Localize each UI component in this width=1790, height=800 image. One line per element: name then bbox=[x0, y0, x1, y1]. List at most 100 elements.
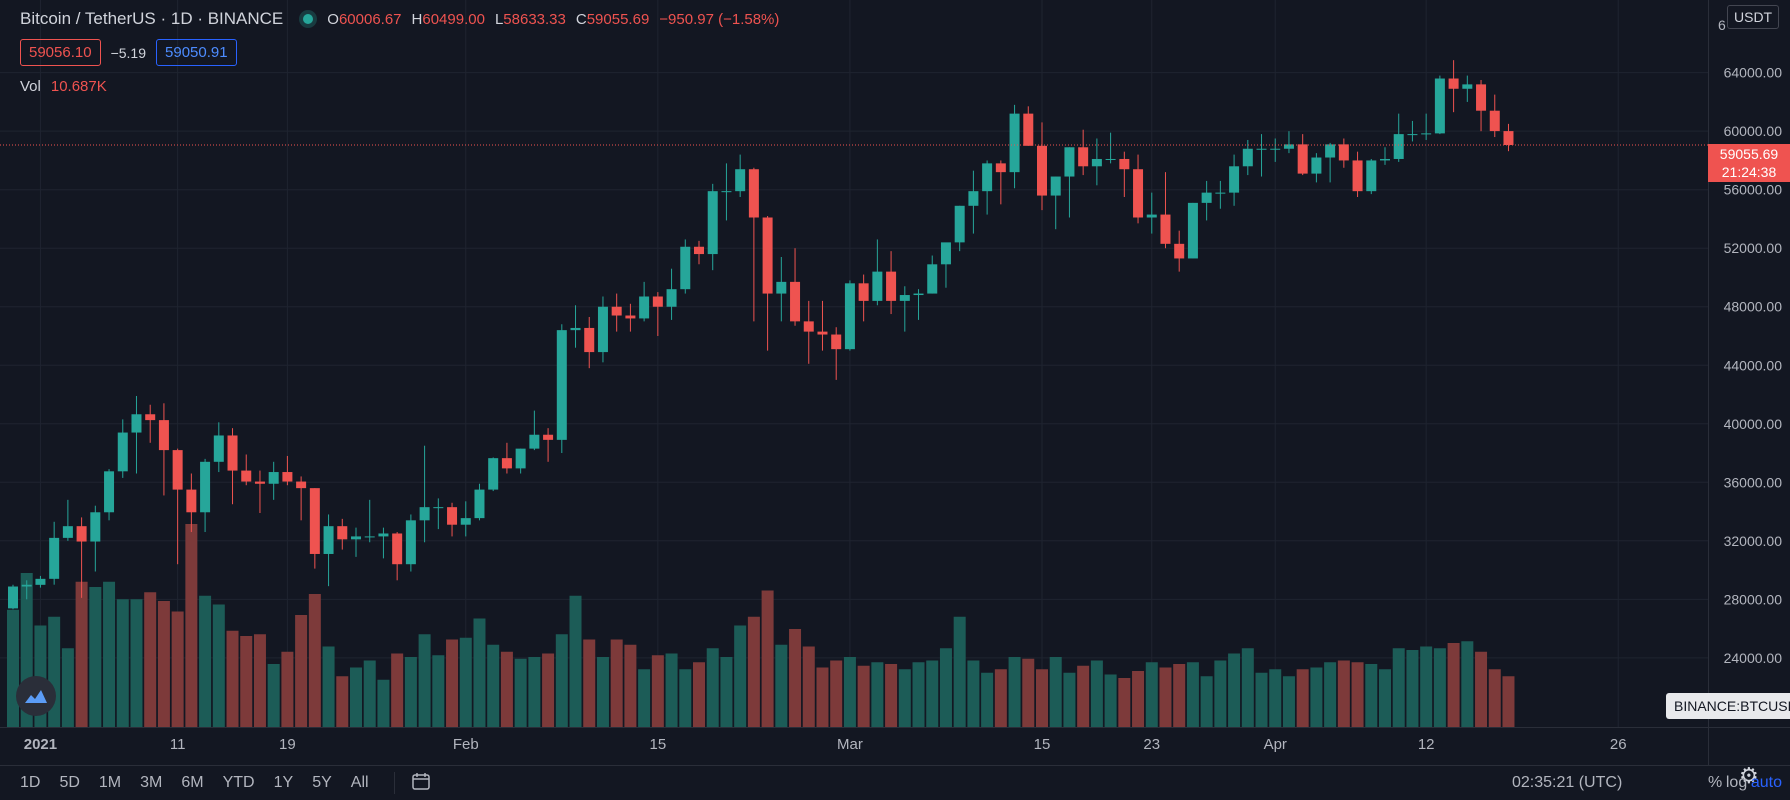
sell-price-button[interactable]: 59056.10 bbox=[20, 39, 101, 66]
candle-body bbox=[790, 281, 801, 322]
volume-bar bbox=[555, 634, 568, 727]
range-button-1y[interactable]: 1Y bbox=[273, 774, 294, 791]
candle bbox=[1229, 154, 1240, 206]
candle-body bbox=[927, 264, 938, 294]
candles bbox=[8, 60, 1514, 610]
candle bbox=[1462, 75, 1473, 102]
candle bbox=[364, 499, 375, 543]
volume-bar bbox=[1337, 660, 1350, 727]
scale-option-auto[interactable]: auto bbox=[1750, 773, 1782, 791]
toolbar-divider bbox=[393, 772, 395, 794]
range-button-5y[interactable]: 5Y bbox=[312, 774, 332, 791]
utc-clock[interactable]: 02:35:21 (UTC) bbox=[1512, 774, 1623, 791]
volume-bar bbox=[1461, 641, 1474, 727]
range-button-1m[interactable]: 1M bbox=[98, 774, 122, 791]
candle-body bbox=[968, 191, 979, 206]
settings-gear-icon[interactable]: ⚙ bbox=[1739, 763, 1759, 788]
range-button-all[interactable]: All bbox=[350, 774, 369, 791]
candle-body bbox=[227, 435, 238, 471]
ohlc-open: O60006.67 bbox=[327, 11, 401, 28]
volume-bar bbox=[75, 581, 88, 727]
volume-bar bbox=[596, 657, 609, 727]
candle bbox=[790, 248, 801, 326]
candle bbox=[1105, 132, 1116, 164]
range-button-3m[interactable]: 3M bbox=[140, 774, 163, 791]
scale-option-percent[interactable]: % bbox=[1708, 773, 1723, 791]
volume-bar bbox=[1173, 664, 1186, 727]
range-button-ytd[interactable]: YTD bbox=[222, 774, 255, 791]
candle bbox=[1119, 151, 1130, 198]
price-tick-label: 56000.00 bbox=[1724, 182, 1783, 198]
volume-bar bbox=[761, 590, 774, 727]
time-tick-label: 15 bbox=[649, 736, 666, 753]
candle-body bbox=[995, 163, 1006, 173]
open-value: 60006.67 bbox=[338, 10, 402, 28]
time-axis[interactable]: 2021 11 19 Feb 15 Mar 15 23 Apr 12 26 bbox=[0, 727, 1790, 754]
candle bbox=[1187, 202, 1198, 259]
candle-body bbox=[186, 489, 197, 513]
candle bbox=[844, 280, 855, 351]
candle bbox=[172, 448, 183, 565]
range-button-6m[interactable]: 6M bbox=[181, 774, 204, 791]
candle bbox=[62, 499, 73, 541]
candle-body bbox=[200, 461, 211, 513]
candle bbox=[419, 445, 430, 543]
candle bbox=[49, 521, 60, 585]
symbol-title[interactable]: Bitcoin / TetherUS · 1D · BINANCE bbox=[20, 9, 284, 28]
candle bbox=[529, 410, 540, 451]
volume-bar bbox=[1475, 651, 1488, 727]
volume-bar bbox=[1200, 676, 1213, 727]
volume-bar bbox=[267, 664, 280, 727]
low-value: 58633.33 bbox=[503, 10, 566, 28]
candle-body bbox=[392, 533, 403, 565]
candle bbox=[1174, 230, 1185, 272]
bid-ask-row: 59056.10 −5.19 59050.91 bbox=[20, 39, 247, 66]
candle-body bbox=[309, 488, 320, 554]
candle bbox=[995, 160, 1006, 205]
range-button-1d[interactable]: 1D bbox=[20, 774, 41, 791]
candle-body bbox=[543, 434, 554, 440]
volume-label[interactable]: Vol bbox=[20, 78, 41, 95]
range-button-5d[interactable]: 5D bbox=[59, 774, 80, 791]
candle-body bbox=[611, 306, 622, 316]
candle bbox=[666, 268, 677, 320]
volume-bar bbox=[144, 592, 157, 727]
candle-body bbox=[652, 296, 663, 307]
candle-body bbox=[1174, 243, 1185, 259]
candle bbox=[433, 498, 444, 530]
last-price-label: 59055.69 21:24:38 bbox=[1708, 144, 1790, 182]
candle bbox=[570, 305, 581, 348]
volume-bar bbox=[281, 651, 294, 727]
volume-bar bbox=[610, 639, 623, 727]
candle-body bbox=[76, 526, 87, 542]
compare-icon[interactable] bbox=[411, 771, 431, 796]
candle-body bbox=[1229, 166, 1240, 193]
price-tick-label: 64000.00 bbox=[1724, 65, 1783, 81]
scale-option-log[interactable]: log bbox=[1725, 773, 1748, 791]
volume-bar bbox=[432, 655, 445, 727]
candle-body bbox=[433, 507, 444, 509]
candle-body bbox=[447, 507, 458, 525]
time-tick-label: Feb bbox=[453, 736, 479, 753]
volume-bar bbox=[775, 644, 788, 727]
volume-bar bbox=[130, 599, 143, 727]
candle bbox=[501, 442, 512, 474]
candle bbox=[803, 300, 814, 364]
candle-body bbox=[117, 432, 128, 472]
candle bbox=[158, 403, 169, 496]
volume-bar bbox=[1159, 667, 1172, 727]
buy-price-button[interactable]: 59050.91 bbox=[156, 39, 237, 66]
candle-body bbox=[1023, 113, 1034, 146]
candle bbox=[858, 274, 869, 322]
candle-body bbox=[597, 306, 608, 353]
currency-badge[interactable]: USDT bbox=[1727, 5, 1780, 29]
candle-body bbox=[268, 472, 279, 484]
candle bbox=[1311, 153, 1322, 183]
volume-bar bbox=[528, 657, 541, 727]
volume-bar bbox=[336, 676, 349, 727]
volume-bar bbox=[1282, 676, 1295, 727]
price-axis[interactable]: 24000.00 28000.00 32000.00 36000.00 40000.00… bbox=[1708, 0, 1783, 765]
candle-body bbox=[1133, 169, 1144, 218]
tradingview-logo-icon[interactable] bbox=[16, 676, 56, 716]
